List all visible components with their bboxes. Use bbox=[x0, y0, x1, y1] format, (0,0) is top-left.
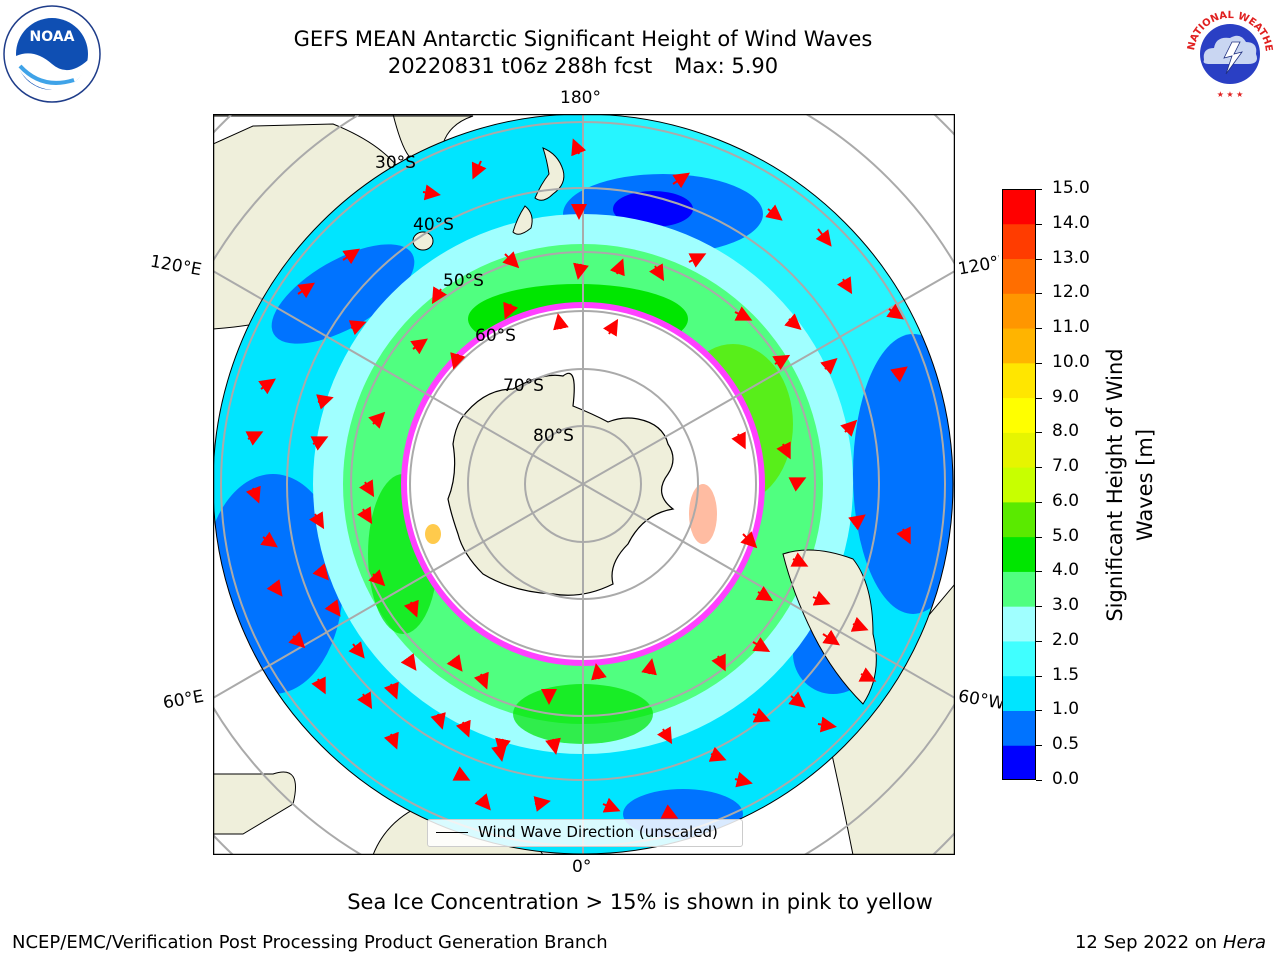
colorbar-segment bbox=[1002, 501, 1036, 538]
lat-label-30s: 30°S bbox=[375, 153, 416, 173]
colorbar-tick-label: 1.5 bbox=[1052, 664, 1080, 685]
colorbar-tick-mark bbox=[1036, 328, 1042, 330]
max-value: Max: 5.90 bbox=[674, 54, 779, 78]
colorbar-tick-label: 5.0 bbox=[1052, 525, 1080, 546]
colorbar-tick-mark bbox=[1036, 397, 1042, 399]
lon-label-120e: 120°E bbox=[148, 251, 204, 281]
colorbar-tick-mark bbox=[1036, 571, 1042, 573]
colorbar-tick-label: 8.0 bbox=[1052, 421, 1080, 442]
map-title: GEFS MEAN Antarctic Significant Height o… bbox=[293, 27, 873, 51]
colorbar-segment bbox=[1002, 189, 1036, 225]
lon-label-120w: 120°W bbox=[956, 252, 1002, 280]
colorbar-segment bbox=[1002, 293, 1036, 329]
colorbar-tick-mark bbox=[1036, 189, 1042, 190]
colorbar-tick-mark bbox=[1036, 362, 1042, 364]
colorbar-tick-label: 10.0 bbox=[1052, 351, 1090, 372]
colorbar-tick-label: 0.5 bbox=[1052, 734, 1080, 755]
colorbar-tick-mark bbox=[1036, 501, 1042, 503]
colorbar-tick-mark bbox=[1036, 710, 1042, 712]
map-subtitle: 20220831 t06z 288h fcst Max: 5.90 bbox=[0, 54, 1166, 78]
colorbar-segment bbox=[1002, 258, 1036, 294]
colorbar-tick-label: 1.0 bbox=[1052, 699, 1080, 720]
colorbar-tick-mark bbox=[1036, 258, 1042, 260]
lon-label-180: 180° bbox=[560, 88, 601, 108]
colorbar-tick-label: 2.0 bbox=[1052, 629, 1080, 650]
colorbar-tick-mark bbox=[1036, 223, 1042, 225]
colorbar-segment bbox=[1002, 397, 1036, 433]
wind-wave-arrows bbox=[245, 138, 911, 819]
colorbar-segment bbox=[1002, 328, 1036, 364]
colorbar-segment bbox=[1002, 432, 1036, 468]
footer-organization: NCEP/EMC/Verification Post Processing Pr… bbox=[12, 932, 608, 953]
colorbar bbox=[1002, 189, 1036, 780]
lon-label-0: 0° bbox=[572, 857, 592, 877]
forecast-info: 20220831 t06z 288h fcst bbox=[387, 54, 653, 78]
noaa-logo-text: NOAA bbox=[30, 29, 75, 45]
colorbar-segment bbox=[1002, 710, 1036, 746]
lat-label-40s: 40°S bbox=[413, 215, 454, 235]
colorbar-tick-mark bbox=[1036, 467, 1042, 469]
colorbar-tick-label: 4.0 bbox=[1052, 560, 1080, 581]
colorbar-tick-label: 3.0 bbox=[1052, 595, 1080, 616]
colorbar-segment bbox=[1002, 606, 1036, 642]
colorbar-tick-label: 13.0 bbox=[1052, 247, 1090, 268]
lon-label-60w: 60°W bbox=[956, 686, 1004, 714]
colorbar-segment bbox=[1002, 362, 1036, 399]
antarctica bbox=[447, 372, 675, 596]
colorbar-segment bbox=[1002, 536, 1036, 572]
colorbar-tick-mark bbox=[1036, 536, 1042, 538]
colorbar-segment bbox=[1002, 223, 1036, 260]
colorbar-segment bbox=[1002, 640, 1036, 677]
footer-date-text: 12 Sep 2022 on bbox=[1074, 932, 1218, 953]
colorbar-label: Significant Height of Wind Waves [m] bbox=[1103, 348, 1157, 622]
legend-label: Wind Wave Direction (unscaled) bbox=[478, 823, 718, 841]
footer-date: 12 Sep 2022 on Hera bbox=[1075, 932, 1266, 953]
colorbar-tick-mark bbox=[1036, 640, 1042, 642]
colorbar-tick-label: 6.0 bbox=[1052, 490, 1080, 511]
colorbar-segment bbox=[1002, 675, 1036, 711]
colorbar-tick-mark bbox=[1036, 780, 1042, 781]
lat-label-60s: 60°S bbox=[475, 326, 516, 346]
colorbar-tick-label: 12.0 bbox=[1052, 282, 1090, 303]
polar-map: 30°S 40°S 50°S 60°S 70°S 80°S bbox=[213, 114, 955, 855]
legend-line-sample bbox=[436, 832, 468, 833]
map-legend: Wind Wave Direction (unscaled) bbox=[427, 819, 743, 847]
colorbar-segment bbox=[1002, 571, 1036, 607]
colorbar-tick-label: 14.0 bbox=[1052, 212, 1090, 233]
lon-label-60e: 60°E bbox=[161, 686, 206, 714]
colorbar-segment bbox=[1002, 745, 1036, 780]
footer-machine: Hera bbox=[1222, 932, 1266, 953]
svg-text:★ ★ ★: ★ ★ ★ bbox=[1217, 90, 1244, 99]
lat-label-80s: 80°S bbox=[533, 426, 574, 446]
colorbar-tick-mark bbox=[1036, 606, 1042, 608]
lat-label-70s: 70°S bbox=[503, 376, 544, 396]
colorbar-tick-label: 15.0 bbox=[1052, 178, 1090, 198]
colorbar-tick-label: 7.0 bbox=[1052, 456, 1080, 477]
colorbar-tick-mark bbox=[1036, 293, 1042, 295]
colorbar-tick-mark bbox=[1036, 432, 1042, 434]
noaa-logo: NOAA bbox=[3, 5, 101, 103]
lat-label-50s: 50°S bbox=[443, 271, 484, 291]
colorbar-tick-label: 9.0 bbox=[1052, 386, 1080, 407]
nws-logo: NATIONAL WEATHER SERVICE ★ ★ ★ bbox=[1180, 4, 1277, 101]
colorbar-segment bbox=[1002, 467, 1036, 503]
colorbar-tick-mark bbox=[1036, 745, 1042, 747]
colorbar-tick-mark bbox=[1036, 675, 1042, 677]
colorbar-tick-label: 0.0 bbox=[1052, 769, 1080, 789]
sea-ice-note: Sea Ice Concentration > 15% is shown in … bbox=[347, 890, 933, 914]
colorbar-tick-label: 11.0 bbox=[1052, 317, 1090, 338]
